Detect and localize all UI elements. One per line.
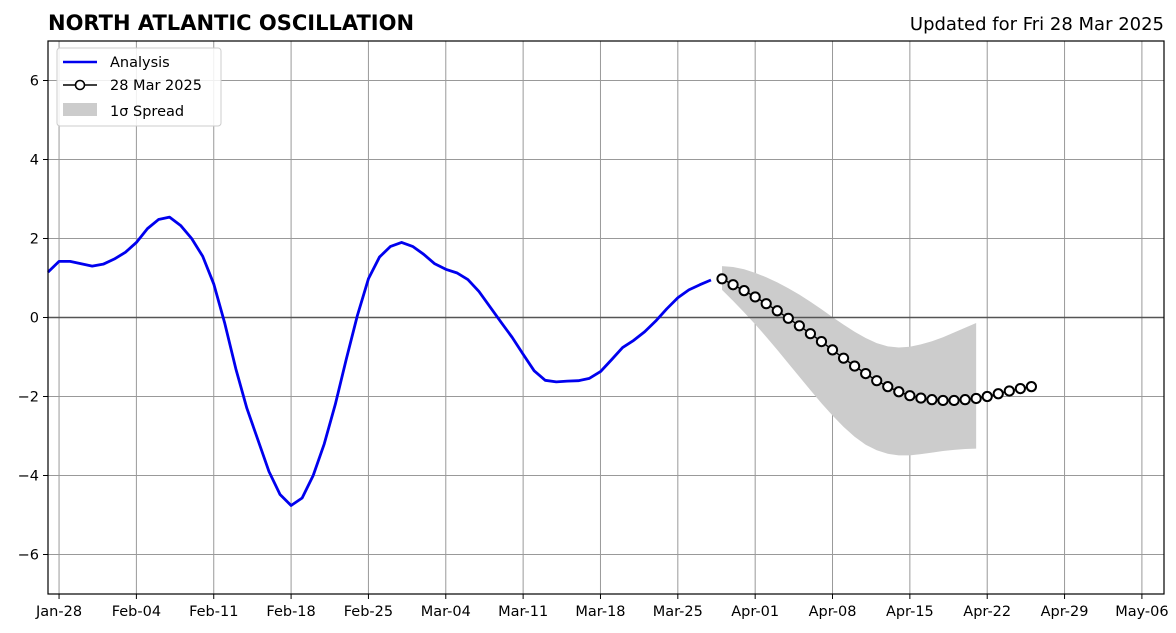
forecast-point xyxy=(970,392,982,405)
x-tick-label: Apr-29 xyxy=(1041,604,1089,620)
forecast-point xyxy=(981,390,993,403)
x-tick-label: Apr-15 xyxy=(886,604,934,620)
forecast-point xyxy=(749,291,761,303)
analysis-series xyxy=(47,215,712,507)
x-tick-label: Mar-18 xyxy=(575,604,625,620)
forecast-series xyxy=(716,273,1038,407)
legend: Analysis 28 Mar 2025 1σ Spread xyxy=(56,47,222,127)
y-tick-label: −4 xyxy=(18,469,39,485)
forecast-point xyxy=(771,305,783,317)
legend-forecast-label: 28 Mar 2025 xyxy=(110,78,202,94)
forecast-point xyxy=(782,312,794,324)
forecast-point xyxy=(959,394,971,406)
forecast-point xyxy=(826,344,839,356)
forecast-point xyxy=(937,394,949,407)
legend-spread-label: 1σ Spread xyxy=(110,104,184,120)
forecast-point xyxy=(760,298,772,310)
x-tick-label: Feb-11 xyxy=(189,604,238,620)
forecast-point xyxy=(926,394,938,406)
chart-subtitle: Updated for Fri 28 Mar 2025 xyxy=(910,14,1164,35)
legend-spread-swatch xyxy=(63,103,97,116)
forecast-point xyxy=(1003,385,1015,397)
legend-analysis-label: Analysis xyxy=(110,55,170,71)
legend-box xyxy=(56,47,222,127)
forecast-point xyxy=(882,381,894,393)
x-tick-label: Feb-25 xyxy=(344,604,393,620)
x-tick-label: May-06 xyxy=(1115,604,1168,620)
x-tick-label: Jan-28 xyxy=(35,604,82,620)
forecast-point xyxy=(893,386,905,398)
y-tick-label: 6 xyxy=(30,74,39,90)
forecast-point xyxy=(793,320,805,332)
chart-title: NORTH ATLANTIC OSCILLATION xyxy=(48,11,414,35)
legend-forecast-marker xyxy=(74,79,86,91)
y-tick-label: −6 xyxy=(18,548,39,564)
analysis-line xyxy=(47,215,712,507)
y-tick-label: 0 xyxy=(30,311,39,327)
x-tick-label: Apr-01 xyxy=(731,604,779,620)
x-tick-label: Feb-18 xyxy=(266,604,315,620)
forecast-point xyxy=(1014,383,1026,395)
y-tick-label: 4 xyxy=(30,153,39,169)
forecast-point xyxy=(860,367,872,380)
y-tick-label: −2 xyxy=(18,390,39,406)
x-tick-label: Apr-22 xyxy=(963,604,1011,620)
forecast-point xyxy=(738,285,750,297)
x-tick-label: Mar-04 xyxy=(421,604,471,620)
forecast-point xyxy=(1025,381,1038,393)
forecast-point xyxy=(815,335,828,348)
forecast-point xyxy=(904,390,916,402)
forecast-point xyxy=(849,360,861,372)
y-tick-label: 2 xyxy=(30,232,39,248)
x-tick-label: Apr-08 xyxy=(809,604,857,620)
x-axis: Jan-28 Feb-04 Feb-11 Feb-18 Feb-25 Mar-04 Mar-… xyxy=(35,594,1169,620)
forecast-point xyxy=(871,375,883,387)
x-tick-label: Mar-11 xyxy=(498,604,548,620)
forecast-point xyxy=(948,394,960,407)
forecast-point xyxy=(716,273,728,285)
forecast-point xyxy=(992,388,1004,400)
x-tick-label: Feb-04 xyxy=(112,604,161,620)
forecast-point xyxy=(915,392,927,404)
forecast-point xyxy=(804,328,817,340)
forecast-point xyxy=(837,352,850,364)
x-tick-label: Mar-25 xyxy=(653,604,703,620)
y-axis: −6 −4 −2 0 2 4 6 xyxy=(18,74,48,564)
forecast-point xyxy=(727,279,739,291)
